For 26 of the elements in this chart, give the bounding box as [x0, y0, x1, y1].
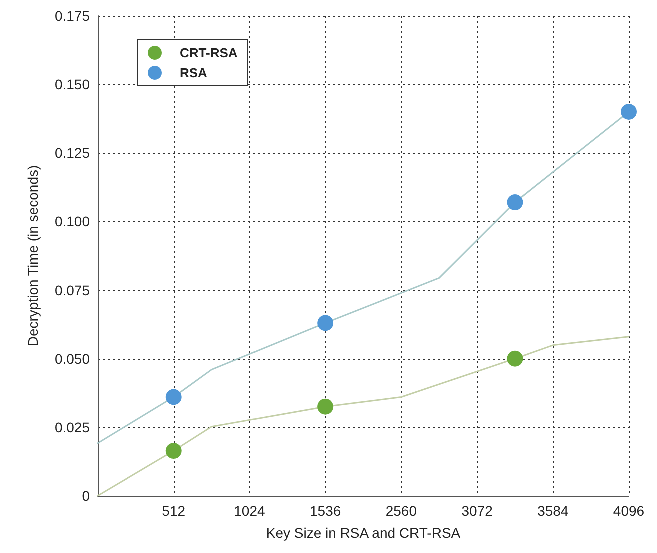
y-tick-label: 0.075: [54, 282, 90, 298]
y-tick-label: 0.025: [54, 419, 90, 436]
point: [621, 104, 637, 120]
point: [166, 443, 182, 460]
x-axis-title: Key Size in RSA and CRT-RSA: [266, 525, 462, 541]
x-tick-label: 3072: [462, 503, 494, 519]
y-tick-label: 0.100: [54, 214, 90, 230]
x-tick-label: 1024: [234, 503, 266, 519]
legend-label: RSA: [180, 66, 208, 80]
y-tick-label: 0.175: [54, 8, 90, 24]
x-tick-label: 1536: [310, 503, 342, 519]
y-tick-label: 0.150: [54, 76, 90, 93]
y-tick-label: 0.125: [54, 145, 90, 162]
point: [507, 194, 524, 211]
y-tick-label: 0: [82, 488, 90, 504]
x-tick-label: 4096: [613, 503, 645, 519]
x-tick-label: 3584: [538, 503, 569, 519]
x-tick-label: 512: [162, 503, 186, 519]
point: [507, 350, 524, 367]
point: [318, 315, 334, 332]
x-tick-label: 2560: [386, 503, 418, 519]
y-tick-label: 0.050: [54, 350, 90, 367]
point: [318, 398, 334, 415]
legend-label: CRT-RSA: [180, 46, 238, 60]
point: [166, 389, 182, 406]
y-axis-title: Decryption Time (in seconds): [25, 165, 41, 347]
